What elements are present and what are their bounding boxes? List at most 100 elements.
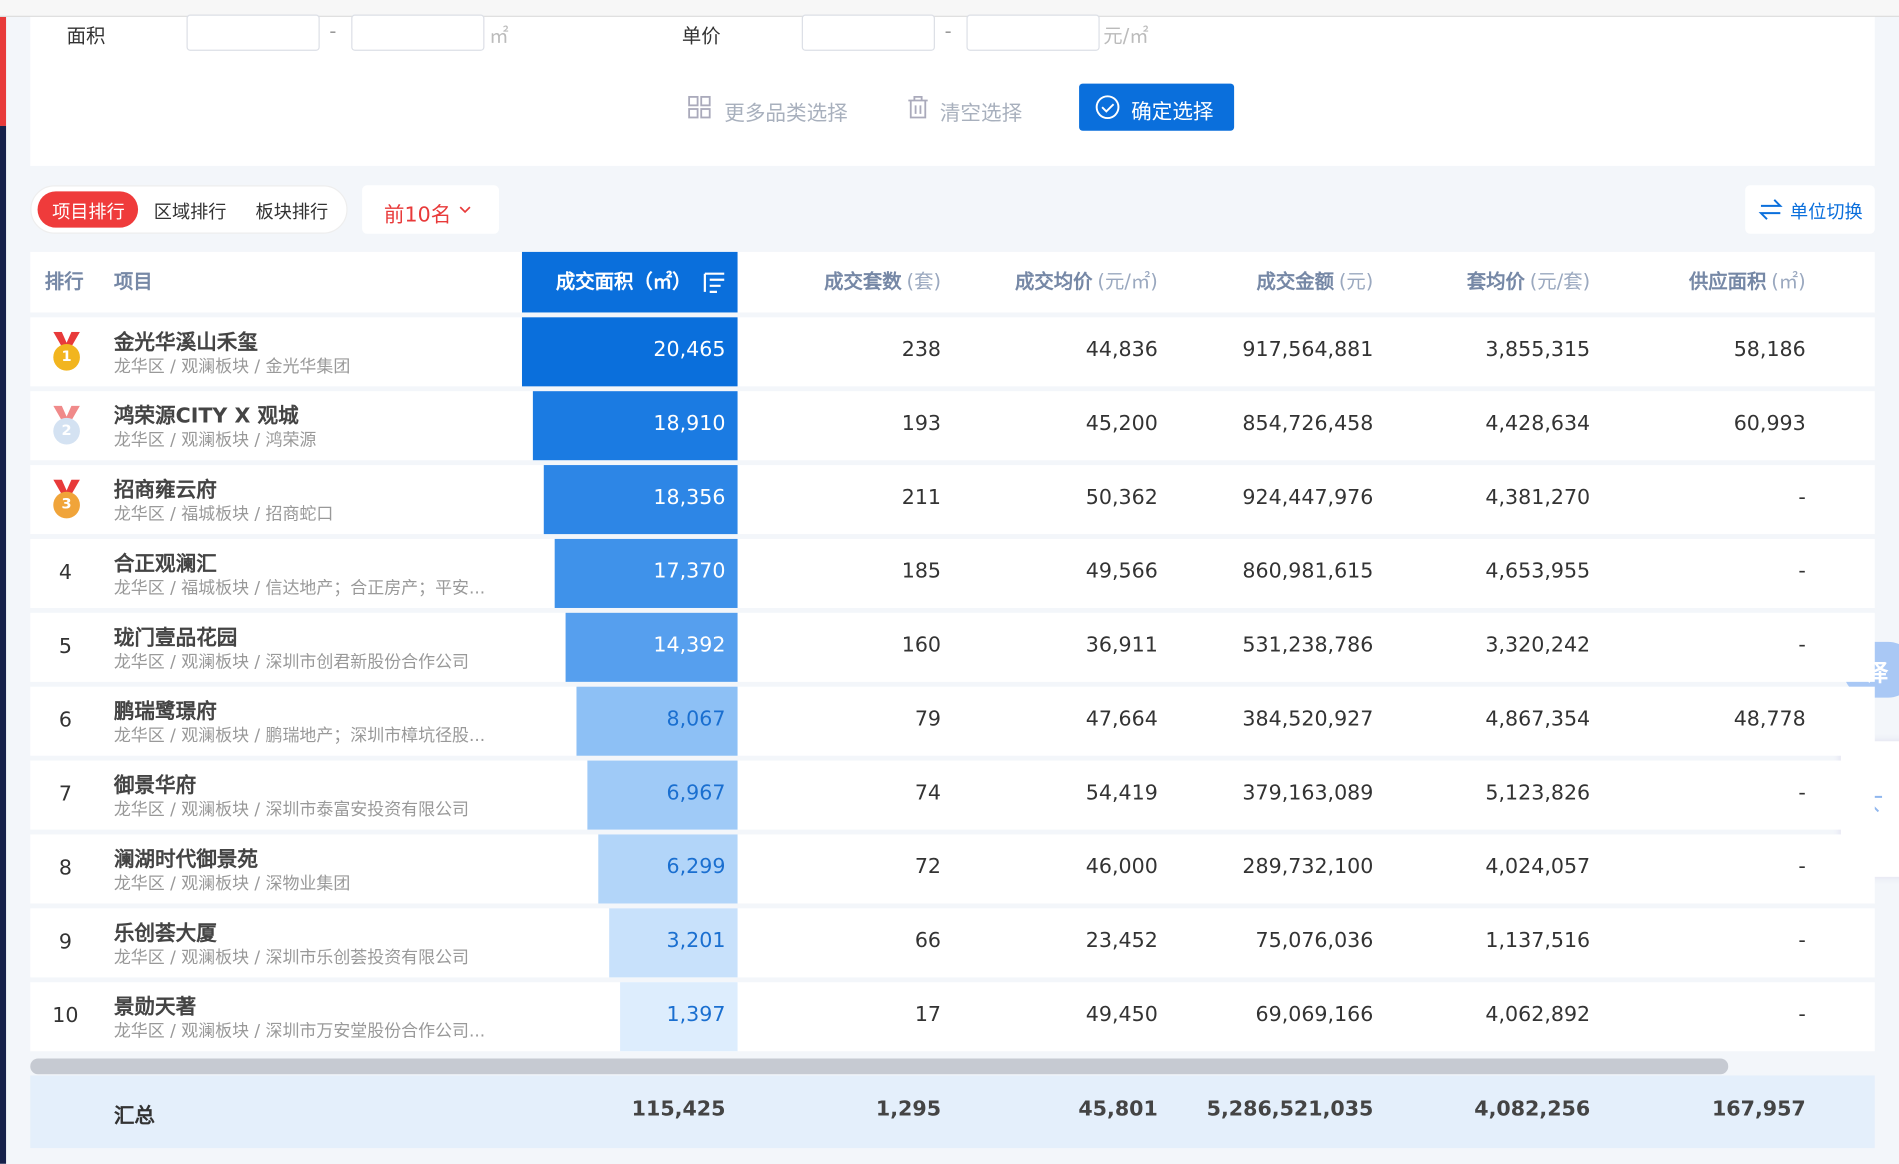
tab[interactable]: 项目排行 [52, 201, 125, 223]
cell-value: 4,062,892 [1485, 1002, 1591, 1028]
rank: 7 [58, 782, 72, 807]
cell-value: 379,163,089 [1242, 781, 1374, 806]
area-value: 1,397 [666, 1002, 726, 1028]
unit-switch[interactable]: 单位切换 [1745, 185, 1875, 234]
table-header [30, 251, 1875, 313]
cell-value: - [1798, 855, 1806, 880]
rank: 8 [58, 856, 72, 881]
cell-value: 60,993 [1733, 411, 1806, 436]
cell-value: 72 [914, 855, 942, 880]
cell-value: 924,447,976 [1242, 485, 1374, 510]
tab[interactable]: 区域排行 [153, 201, 227, 223]
unit: 元/㎡ [1103, 24, 1149, 48]
tab[interactable]: 板块排行 [255, 201, 329, 223]
column-header: 供应面积 (㎡) [1689, 252, 1806, 313]
cell-value: 17 [914, 1002, 942, 1028]
cell-value: 47,664 [1085, 707, 1158, 732]
cell-value: 44,836 [1085, 337, 1158, 363]
header-unit: (㎡) [1771, 270, 1806, 294]
clear-button[interactable]: 清空选择 [939, 101, 1023, 126]
medal [53, 405, 80, 445]
confirm-button[interactable]: 确定选择 [1079, 83, 1235, 131]
icon [1758, 199, 1783, 220]
project-name: 合正观澜汇 [113, 552, 217, 577]
top-n-select[interactable]: 前10名 [362, 185, 499, 234]
sorted-header[interactable] [521, 251, 738, 313]
area-value: 8,067 [666, 707, 726, 732]
area-bar [521, 317, 738, 387]
cell-value: - [1798, 633, 1806, 658]
unit: ㎡ [489, 24, 509, 48]
project-name: 鸿荣源CITY X 观城 [113, 404, 299, 429]
cell-value: 289,732,100 [1242, 855, 1374, 880]
area-value: 18,356 [653, 485, 726, 510]
input[interactable] [966, 14, 1100, 51]
cell-value: 50,362 [1085, 485, 1158, 510]
table-row [30, 760, 1875, 830]
cell-value: 49,566 [1085, 559, 1158, 584]
cell-value: 49,450 [1085, 1002, 1158, 1028]
side-strip [0, 0, 7, 126]
cell-value: 46,000 [1085, 855, 1158, 880]
dash: - [944, 19, 952, 43]
label: 确定选择 [1131, 100, 1214, 125]
label: 单价 [681, 24, 721, 48]
area-bar [543, 465, 738, 535]
table-row [30, 465, 1875, 535]
cell-value: - [1798, 781, 1806, 806]
summary-value: 115,425 [631, 1097, 726, 1122]
cell-value: 69,069,166 [1255, 1002, 1374, 1028]
tab-active[interactable] [37, 191, 139, 228]
cell-value: 4,867,354 [1485, 707, 1591, 732]
sort-icon[interactable] [702, 270, 726, 294]
cell-value: 75,076,036 [1255, 928, 1374, 954]
project-info: 龙华区 / 观澜板块 / 鹏瑞地产；深圳市樟坑径股... [113, 726, 486, 747]
cell-value: 54,419 [1085, 781, 1158, 806]
area-bar [587, 760, 738, 830]
column-header: 成交均价 (元/㎡) [1015, 252, 1158, 313]
project-name: 景勋天著 [113, 995, 197, 1020]
medal [53, 479, 80, 519]
cell-value: 238 [901, 337, 942, 363]
cell-value: 5,123,826 [1485, 781, 1591, 806]
input[interactable] [351, 14, 485, 51]
rank: 5 [58, 634, 72, 659]
cell-value: 860,981,615 [1242, 559, 1374, 584]
cell-value: 4,653,955 [1485, 559, 1591, 584]
table-row [30, 317, 1875, 387]
icon [459, 206, 471, 214]
cell-value: 4,381,270 [1485, 485, 1591, 510]
table-row [30, 982, 1875, 1052]
cell-value: 193 [901, 411, 942, 436]
area-value: 18,910 [653, 411, 726, 436]
rank: 4 [58, 560, 72, 585]
cell-value: 74 [914, 781, 942, 806]
input[interactable] [801, 14, 935, 51]
cell-value: - [1798, 1002, 1806, 1028]
cell-value: 4,024,057 [1485, 855, 1591, 880]
header-name: 成交均价 [1015, 270, 1093, 294]
cell-value: 45,200 [1085, 411, 1158, 436]
project-name: 御景华府 [113, 773, 197, 799]
table-row [30, 612, 1875, 682]
project-info: 龙华区 / 观澜板块 / 深圳市创君新股份合作公司 [113, 652, 469, 673]
project-name: 乐创荟大厦 [113, 921, 217, 946]
cell-value: 66 [914, 928, 942, 954]
cell-value: 384,520,927 [1242, 707, 1374, 732]
cell-value: 917,564,881 [1242, 337, 1374, 363]
project-name: 鹏瑞鹭璟府 [113, 700, 217, 725]
cell-value: 48,778 [1733, 707, 1806, 732]
header-name: 套均价 [1466, 270, 1525, 294]
cell-value: 36,911 [1085, 633, 1158, 658]
cell-value: 79 [914, 707, 942, 732]
summary-row [30, 1075, 1875, 1149]
area-bar [576, 686, 738, 756]
cell-value: - [1798, 559, 1806, 584]
scrollbar[interactable] [30, 1058, 1729, 1075]
label: 单位切换 [1790, 201, 1863, 223]
cell-value: 3,320,242 [1485, 633, 1591, 658]
more-button[interactable]: 更多品类选择 [724, 101, 848, 126]
cell-value: 4,428,634 [1485, 411, 1591, 436]
input[interactable] [186, 14, 320, 51]
